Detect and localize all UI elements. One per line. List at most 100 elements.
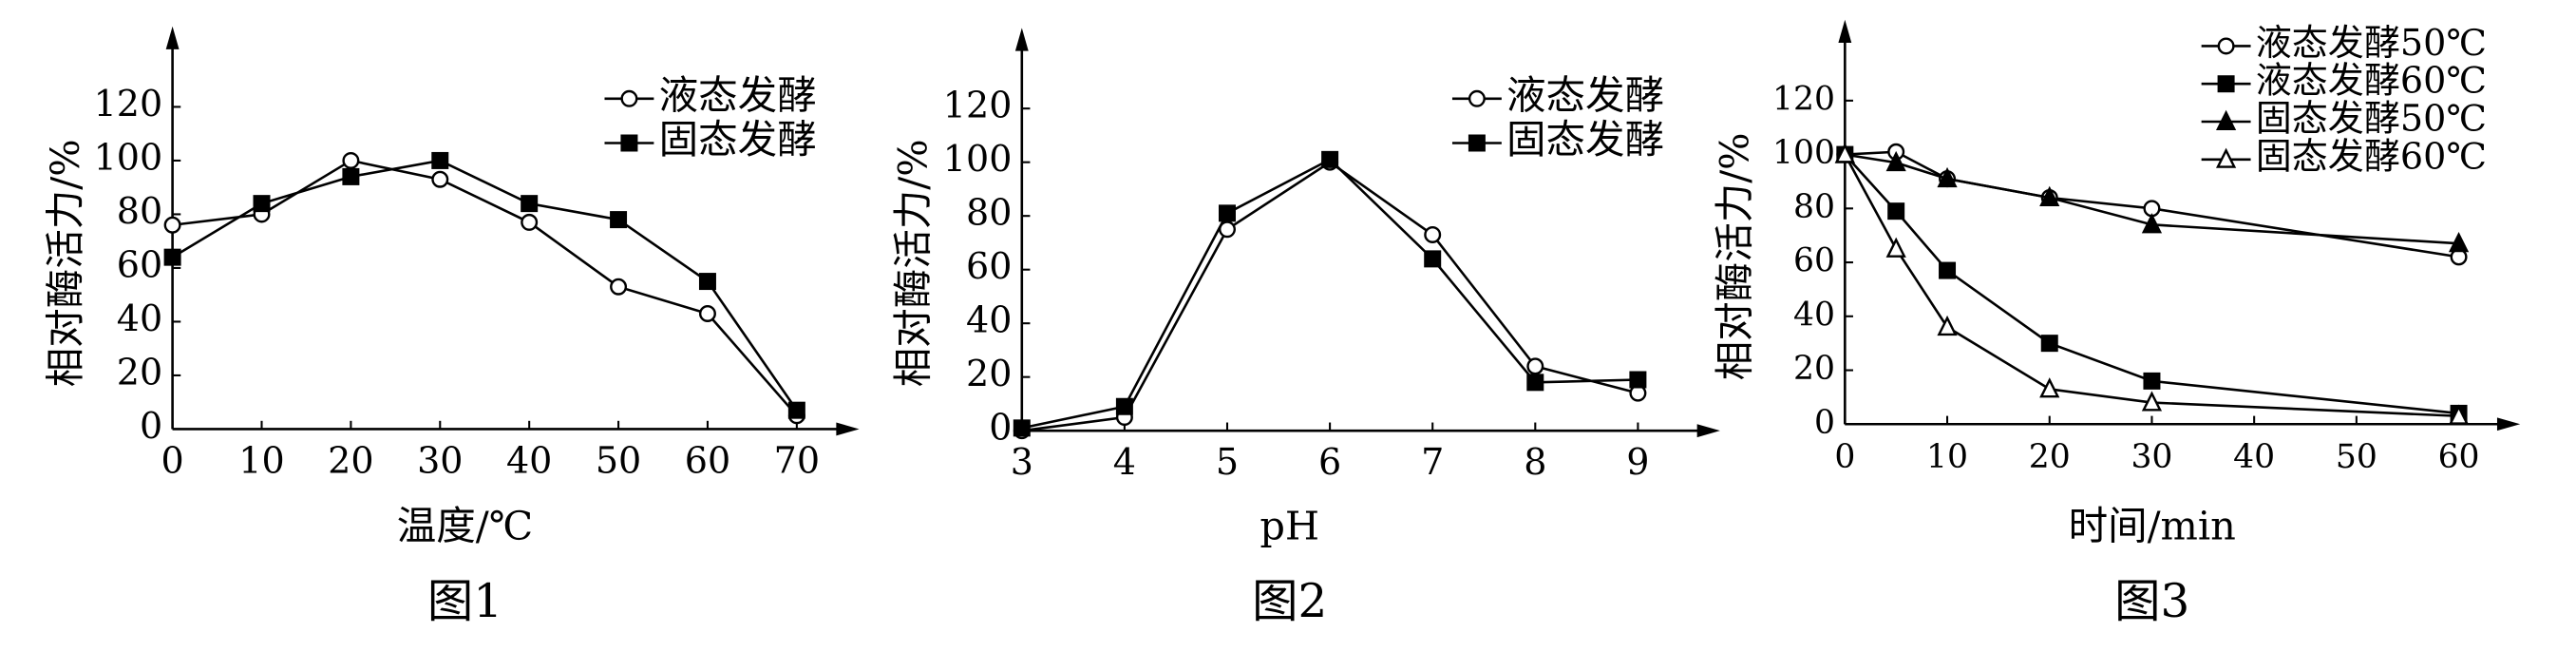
y-tick-label: 100 [1772, 134, 1835, 172]
y-tick-label: 100 [943, 138, 1013, 180]
marker [342, 167, 360, 185]
y-axis-arrow [1014, 28, 1029, 51]
legend-label: 固态发酵 [659, 116, 817, 163]
marker [610, 211, 628, 229]
caption: 图1 [427, 575, 502, 628]
marker [2143, 372, 2161, 390]
marker [1939, 261, 1957, 279]
y-tick-label: 80 [966, 192, 1012, 234]
marker [787, 401, 805, 419]
marker [2141, 213, 2163, 234]
caption: 图3 [2114, 575, 2189, 628]
x-axis-label: 时间/min [2069, 502, 2236, 548]
x-tick-label: 10 [238, 439, 284, 481]
x-axis-label: pH [1260, 502, 1319, 548]
marker [2448, 404, 2470, 425]
x-tick-label: 20 [328, 439, 373, 481]
x-tick-label: 70 [774, 439, 820, 481]
marker [1013, 419, 1031, 437]
legend-label: 液态发酵 [1506, 71, 1664, 118]
y-axis-arrow [1838, 19, 1852, 43]
y-axis-label: 相对酶活力/% [42, 139, 88, 387]
x-tick-label: 30 [2131, 438, 2172, 476]
marker [2040, 335, 2058, 353]
marker [342, 151, 360, 169]
marker [1321, 150, 1339, 168]
marker [163, 216, 181, 234]
y-tick-label: 0 [1814, 404, 1835, 442]
legend-label: 固态发酵 [1506, 116, 1664, 163]
y-tick-label: 60 [966, 245, 1012, 287]
y-tick-label: 120 [943, 85, 1013, 126]
x-tick-label: 6 [1318, 441, 1341, 483]
marker [2039, 377, 2060, 398]
y-tick-label: 0 [989, 407, 1012, 449]
marker [2448, 231, 2470, 253]
x-tick-label: 30 [417, 439, 463, 481]
marker [163, 248, 181, 266]
marker [431, 151, 449, 169]
marker [1887, 202, 1905, 221]
x-tick-label: 50 [596, 439, 641, 481]
y-tick-label: 120 [1772, 80, 1835, 118]
legend-label: 液态发酵60℃ [2256, 60, 2487, 102]
x-tick-label: 60 [685, 439, 730, 481]
y-tick-label: 120 [94, 83, 163, 125]
x-tick-label: 4 [1113, 441, 1136, 483]
x-tick-label: 10 [1926, 438, 1968, 476]
marker [1937, 315, 1958, 336]
marker [1526, 374, 1544, 392]
y-tick-label: 80 [1793, 188, 1835, 226]
y-tick-label: 0 [140, 405, 162, 447]
series-line [1844, 153, 2459, 415]
marker [1629, 371, 1647, 389]
y-tick-label: 40 [966, 299, 1012, 341]
marker [698, 304, 716, 322]
marker [1219, 204, 1236, 222]
y-tick-label: 40 [117, 297, 162, 339]
y-tick-label: 60 [1793, 242, 1835, 280]
marker [620, 89, 638, 107]
series-line [1845, 153, 2459, 245]
y-axis-label: 相对酶活力/% [1711, 132, 1757, 380]
y-tick-label: 20 [117, 351, 162, 393]
marker [1885, 150, 1906, 172]
series-line [1021, 161, 1638, 432]
caption: 图2 [1252, 575, 1327, 628]
y-tick-label: 100 [94, 136, 163, 178]
series-line [171, 159, 798, 412]
x-tick-label: 60 [2438, 438, 2480, 476]
y-tick-label: 40 [1793, 296, 1835, 334]
marker [2215, 109, 2237, 131]
marker [2141, 391, 2163, 412]
marker [1424, 250, 1442, 268]
y-axis-label: 相对酶活力/% [890, 139, 937, 387]
marker [2215, 147, 2237, 168]
y-axis-arrow [165, 26, 180, 49]
x-tick-label: 3 [1011, 441, 1033, 483]
x-tick-label: 50 [2336, 438, 2377, 476]
marker [610, 278, 628, 296]
x-tick-label: 0 [161, 439, 183, 481]
y-tick-label: 80 [117, 190, 162, 232]
marker [620, 134, 638, 152]
x-axis-label: 温度/℃ [397, 502, 533, 548]
marker [431, 170, 449, 188]
marker [1468, 89, 1486, 107]
legend-label: 固态发酵60℃ [2256, 135, 2487, 177]
y-tick-label: 60 [117, 243, 162, 285]
marker [1115, 397, 1133, 415]
marker [1468, 134, 1486, 152]
x-axis-arrow [1696, 424, 1720, 438]
legend-label: 液态发酵 [659, 71, 817, 118]
series-line [1021, 158, 1638, 430]
series-line [1844, 153, 2459, 418]
x-tick-label: 40 [2233, 438, 2275, 476]
marker [2217, 75, 2235, 93]
marker [1937, 166, 1958, 188]
x-tick-label: 8 [1524, 441, 1546, 483]
marker [2039, 185, 2060, 206]
x-tick-label: 7 [1421, 441, 1444, 483]
marker [2217, 37, 2235, 55]
